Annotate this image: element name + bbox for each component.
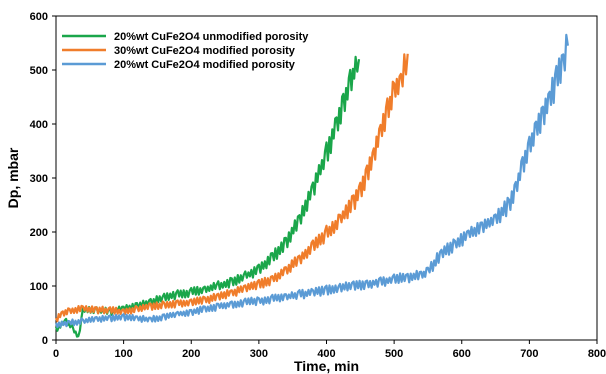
y-tick-label: 100 [30, 281, 48, 293]
x-tick-label: 300 [250, 348, 268, 360]
y-axis-title: Dp, mbar [5, 147, 21, 208]
x-tick-label: 200 [182, 348, 200, 360]
x-tick-label: 800 [588, 348, 606, 360]
x-tick-label: 700 [520, 348, 538, 360]
legend-label: 30%wt CuFe2O4 modified porosity [114, 45, 296, 57]
x-tick-label: 100 [114, 348, 132, 360]
y-tick-label: 600 [30, 11, 48, 23]
y-axis: 0 100 200 300 400 500 600 [30, 11, 56, 347]
x-tick-label: 400 [317, 348, 335, 360]
y-tick-label: 300 [30, 173, 48, 185]
x-tick-label: 600 [453, 348, 471, 360]
y-tick-label: 400 [30, 119, 48, 131]
y-tick-label: 200 [30, 227, 48, 239]
x-axis-title: Time, min [294, 358, 359, 374]
legend-label: 20%wt CuFe2O4 unmodified porosity [114, 31, 309, 43]
y-tick-label: 500 [30, 65, 48, 77]
x-tick-label: 500 [385, 348, 403, 360]
series-lines [54, 33, 569, 338]
legend: 20%wt CuFe2O4 unmodified porosity 30%wt C… [62, 31, 309, 71]
y-tick-label: 0 [42, 335, 48, 347]
series-line-2 [54, 53, 409, 323]
legend-label: 20%wt CuFe2O4 modified porosity [114, 59, 296, 71]
series-line-3 [54, 33, 569, 329]
x-axis: 0 100 200 300 400 500 600 700 800 [53, 340, 606, 360]
x-tick-label: 0 [53, 348, 59, 360]
